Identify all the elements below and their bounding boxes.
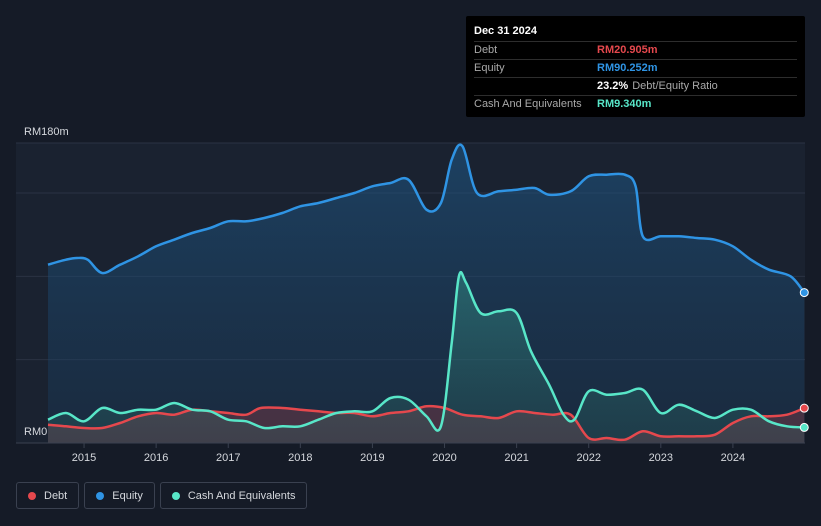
tooltip-debt-value: RM20.905m [597,44,658,56]
equity-dot-icon [96,491,105,500]
legend-item-debt[interactable]: Debt [16,482,80,509]
legend-debt-label: Debt [44,489,68,502]
cash-endpoint [799,422,809,432]
tooltip-cash-label: Cash And Equivalents [474,98,582,110]
legend-cash-label: Cash And Equivalents [187,489,296,502]
series-endpoints [799,288,809,432]
tooltip-row-ratio: 23.2% Debt/Equity Ratio [474,77,797,95]
legend-equity-label: Equity [112,489,143,502]
series-lines [47,143,806,442]
x-tick-label: 2021 [504,452,528,464]
legend: Debt Equity Cash And Equivalents [16,482,312,509]
legend-item-equity[interactable]: Equity [84,482,155,509]
x-tick-label: 2024 [721,452,745,464]
tooltip-cash-value: RM9.340m [597,98,652,110]
tooltip-date: Dec 31 2024 [474,25,537,37]
tooltip-ratio-spacer [474,78,597,95]
x-tick-label: 2022 [576,452,600,464]
x-tick-label: 2017 [216,452,240,464]
x-tick-label: 2016 [144,452,168,464]
tooltip-row-debt: Debt RM20.905m [474,41,797,59]
cash-line [47,271,805,432]
y-max-label: RM180m [24,126,69,138]
tooltip-ratio-value: 23.2% [597,80,629,92]
tooltip-row-cash: Cash And Equivalents RM9.340m [474,95,797,113]
tooltip-debt-label: Debt [474,44,498,56]
tooltip-equity-value: RM90.252m [597,62,658,74]
x-tick-label: 2015 [72,452,96,464]
cash-dot-icon [171,491,180,500]
equity-area [48,144,805,443]
x-tick-label: 2018 [288,452,312,464]
debt-line [47,404,805,442]
x-tick-label: 2020 [432,452,456,464]
y-min-label: RM0 [24,426,47,438]
legend-item-cash[interactable]: Cash And Equivalents [159,482,308,509]
tooltip: Dec 31 2024 Debt RM20.905m Equity RM90.2… [466,16,805,117]
x-tick-label: 2023 [649,452,673,464]
equity-endpoint [799,288,809,298]
x-axis-ticks: 2015 2016 2017 2018 2019 2020 2021 2022 2023 2024 [16,442,805,464]
tooltip-row-equity: Equity RM90.252m [474,59,797,77]
tooltip-equity-label: Equity [474,62,505,74]
x-tick-label: 2019 [360,452,384,464]
cash-area [48,272,805,443]
tooltip-ratio-label: Debt/Equity Ratio [632,80,718,92]
debt-dot-icon [28,491,36,500]
equity-line [47,143,806,294]
debt-endpoint [799,403,809,413]
